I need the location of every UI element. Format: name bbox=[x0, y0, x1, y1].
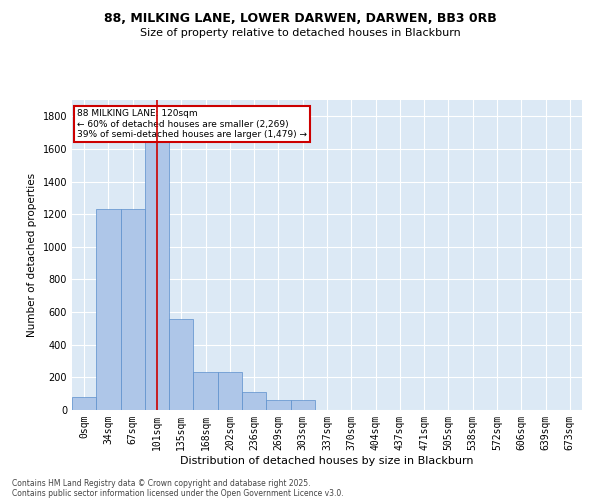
Bar bbox=[72, 397, 96, 410]
Bar bbox=[266, 400, 290, 410]
Bar bbox=[96, 210, 121, 410]
Bar bbox=[242, 392, 266, 410]
Text: 88, MILKING LANE, LOWER DARWEN, DARWEN, BB3 0RB: 88, MILKING LANE, LOWER DARWEN, DARWEN, … bbox=[104, 12, 496, 26]
Text: Size of property relative to detached houses in Blackburn: Size of property relative to detached ho… bbox=[140, 28, 460, 38]
Bar bbox=[218, 372, 242, 410]
Text: 88 MILKING LANE: 120sqm
← 60% of detached houses are smaller (2,269)
39% of semi: 88 MILKING LANE: 120sqm ← 60% of detache… bbox=[77, 110, 307, 139]
Bar bbox=[121, 210, 145, 410]
Bar bbox=[193, 372, 218, 410]
Y-axis label: Number of detached properties: Number of detached properties bbox=[27, 173, 37, 337]
Text: Contains public sector information licensed under the Open Government Licence v3: Contains public sector information licen… bbox=[12, 488, 344, 498]
X-axis label: Distribution of detached houses by size in Blackburn: Distribution of detached houses by size … bbox=[180, 456, 474, 466]
Bar bbox=[145, 142, 169, 410]
Bar bbox=[169, 318, 193, 410]
Text: Contains HM Land Registry data © Crown copyright and database right 2025.: Contains HM Land Registry data © Crown c… bbox=[12, 478, 311, 488]
Bar bbox=[290, 400, 315, 410]
